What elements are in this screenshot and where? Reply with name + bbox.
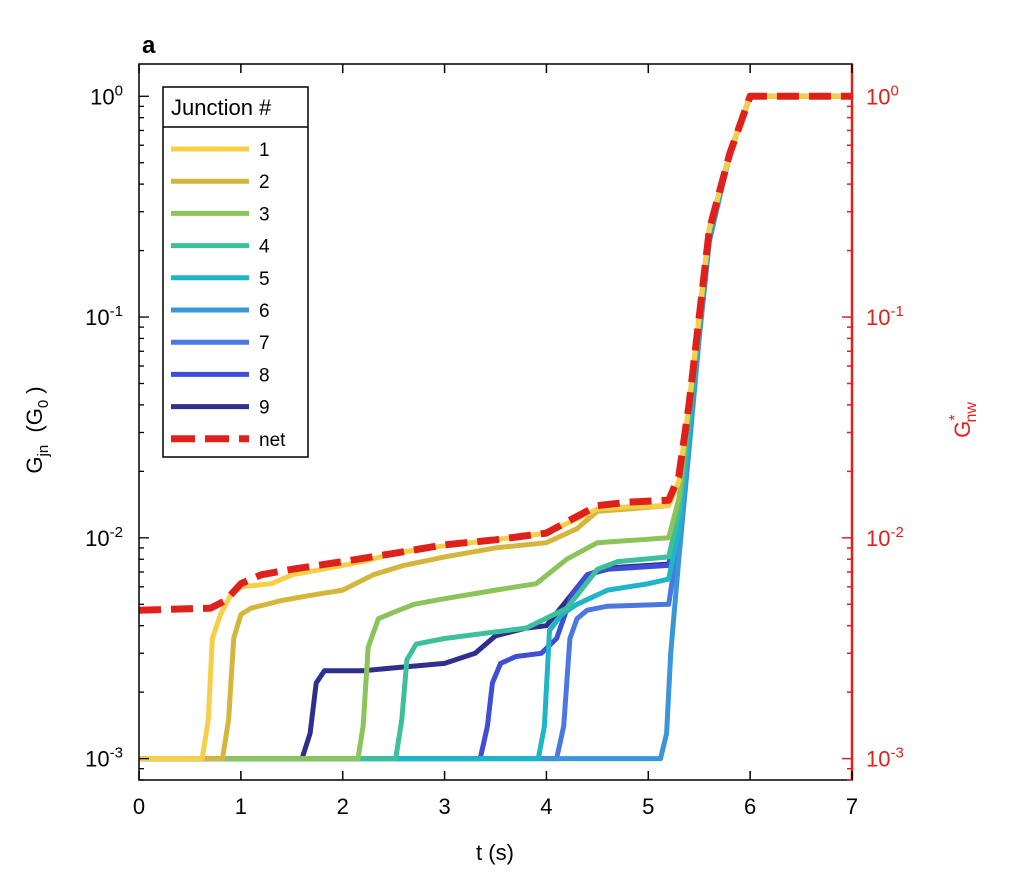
legend-entry-label: net: [259, 430, 286, 451]
y-right-label-sub: nw: [963, 402, 980, 423]
y-right-tick-label: 10-2: [866, 524, 904, 551]
x-tick-label: 1: [235, 794, 247, 819]
legend-title: Junction #: [171, 95, 272, 120]
y-label-paren-sub: 0: [35, 400, 52, 408]
x-tick-label: 0: [133, 794, 145, 819]
y-right-label-main: G: [950, 421, 975, 438]
legend-entry-label: 6: [259, 301, 270, 322]
y-axis-right-label: G*nw: [947, 402, 980, 438]
legend-entry-label: 5: [259, 269, 270, 290]
series-group: [139, 92, 852, 762]
y-axis-left: 100 10-1 10-2 10-3: [85, 82, 149, 781]
x-tick-label: 7: [846, 794, 858, 819]
y-axis-label: Gjn (G0 ): [22, 386, 52, 473]
y-tick-label: 100: [90, 82, 123, 109]
legend-entry-label: 7: [259, 333, 270, 354]
y-tick-label: 10-1: [85, 303, 123, 330]
y-axis-right: 100 10-1 10-2 10-3: [842, 82, 904, 781]
x-tick-label: 6: [744, 794, 756, 819]
y-right-label-sup: *: [947, 415, 964, 421]
x-tick-label: 5: [642, 794, 654, 819]
x-tick-label: 3: [438, 794, 450, 819]
x-axis: 0 1 2 3 4 5 6 7: [133, 64, 858, 819]
legend-entry-label: 3: [259, 204, 270, 225]
panel-label: a: [142, 32, 156, 59]
legend-entry-label: 9: [259, 398, 270, 419]
y-label-paren-open: (G: [22, 408, 47, 445]
y-right-tick-label: 10-1: [866, 303, 904, 330]
x-axis-label: t (s): [476, 840, 514, 865]
legend: Junction # 1 2 3 4 5 6 7 8 9 net: [162, 86, 309, 458]
x-tick-label: 2: [337, 794, 349, 819]
legend-box: [162, 86, 309, 458]
y-tick-label: 10-3: [85, 745, 123, 772]
y-tick-label: 10-2: [85, 524, 123, 551]
y-right-tick-label: 10-3: [866, 745, 904, 772]
legend-entry-label: 8: [259, 365, 270, 386]
legend-entry-label: 1: [259, 140, 270, 161]
y-label-sub: jn: [35, 445, 52, 458]
legend-entry-label: 2: [259, 172, 270, 193]
series-line-net: [139, 92, 852, 614]
legend-entry-label: 4: [259, 237, 270, 258]
x-tick-label: 4: [540, 794, 552, 819]
y-right-tick-label: 100: [866, 82, 899, 109]
y-label-main: G: [22, 457, 47, 474]
y-label-paren-close: ): [22, 386, 47, 399]
